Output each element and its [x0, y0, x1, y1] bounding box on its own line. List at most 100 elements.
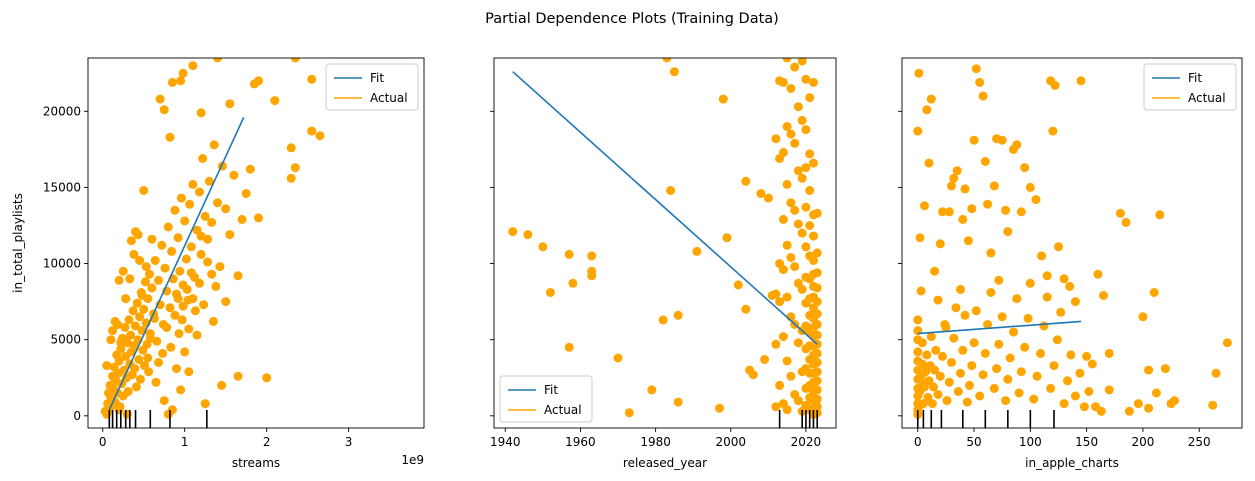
data-point	[1149, 288, 1159, 297]
data-point	[290, 163, 300, 173]
data-point	[933, 390, 943, 399]
data-point	[715, 403, 724, 413]
data-point	[1016, 207, 1026, 217]
figure-title: Partial Dependence Plots (Training Data)	[485, 11, 779, 27]
data-point	[165, 132, 175, 142]
data-point	[975, 77, 985, 87]
data-point	[989, 383, 999, 393]
data-point	[944, 377, 954, 387]
data-point	[123, 387, 133, 396]
data-point	[805, 93, 815, 103]
data-point	[587, 251, 597, 261]
data-point	[926, 94, 936, 104]
data-point	[986, 248, 996, 258]
data-point	[797, 115, 807, 125]
x-tick-label: 1960	[565, 435, 596, 449]
data-point	[173, 294, 183, 304]
data-point	[771, 134, 781, 144]
data-point	[1012, 294, 1022, 304]
data-point	[213, 198, 222, 208]
data-point	[523, 230, 533, 240]
data-point	[1084, 387, 1094, 396]
data-point	[196, 249, 206, 259]
y-tick-label: 10000	[43, 257, 81, 271]
data-point	[930, 266, 940, 276]
data-point	[793, 396, 803, 406]
data-point	[793, 102, 803, 112]
data-point	[147, 234, 157, 244]
data-point	[916, 286, 926, 296]
fit-line	[917, 320, 1082, 335]
data-point	[978, 370, 988, 380]
data-point	[1121, 217, 1131, 227]
data-point	[211, 281, 221, 291]
data-point	[913, 126, 923, 136]
data-point	[209, 140, 219, 150]
data-point	[120, 323, 130, 332]
data-point	[165, 303, 175, 313]
data-point	[118, 266, 128, 276]
data-point	[166, 342, 176, 352]
data-point	[181, 254, 191, 264]
data-point	[812, 309, 822, 319]
data-point	[315, 131, 325, 141]
x-tick-label: 0	[99, 435, 107, 449]
data-point	[997, 312, 1007, 322]
data-point	[180, 347, 190, 357]
x-tick-label: 50	[966, 435, 981, 449]
data-point	[782, 405, 792, 415]
data-point	[971, 306, 981, 316]
data-point	[175, 266, 185, 276]
data-point	[956, 284, 965, 294]
data-point	[782, 356, 792, 366]
data-point	[971, 64, 981, 74]
data-point	[1003, 227, 1013, 237]
legend-label-actual: Actual	[370, 91, 408, 105]
data-point	[108, 326, 118, 336]
data-point	[797, 58, 807, 66]
data-point	[163, 222, 173, 232]
data-point	[1093, 269, 1103, 279]
data-point	[782, 179, 792, 189]
data-point	[801, 202, 811, 212]
data-point	[1144, 403, 1154, 413]
x-tick-label: 150	[1075, 435, 1098, 449]
data-point	[938, 207, 947, 217]
legend: Fit Actual	[325, 63, 419, 111]
data-point	[147, 283, 157, 293]
plot-area	[913, 64, 1232, 428]
data-point	[508, 227, 518, 237]
data-point	[782, 292, 792, 302]
data-point	[1029, 394, 1039, 404]
y-tick-label: 5000	[50, 333, 81, 347]
data-point	[926, 332, 936, 342]
data-point	[613, 353, 623, 363]
data-point	[160, 263, 170, 273]
data-point	[188, 61, 198, 71]
data-point	[290, 58, 300, 63]
x-tick-label: 250	[1188, 435, 1211, 449]
data-point	[207, 269, 217, 279]
data-point	[195, 187, 204, 197]
data-point	[131, 321, 140, 331]
data-point	[184, 367, 194, 377]
data-point	[1042, 271, 1052, 281]
data-point	[200, 211, 210, 221]
data-point	[692, 246, 702, 256]
data-point	[155, 94, 165, 104]
data-point	[944, 207, 954, 217]
data-point	[177, 315, 187, 325]
x-tick-label: 2	[263, 435, 271, 449]
data-point	[200, 399, 210, 409]
axes-frame	[901, 57, 1243, 429]
data-point	[208, 316, 218, 326]
data-point	[786, 198, 796, 208]
data-point	[782, 240, 792, 250]
data-point	[1048, 126, 1058, 136]
data-point	[159, 105, 169, 115]
data-point	[771, 289, 781, 299]
data-point	[307, 74, 317, 84]
data-point	[1050, 80, 1060, 90]
data-point	[748, 370, 758, 380]
data-point	[1059, 399, 1069, 409]
